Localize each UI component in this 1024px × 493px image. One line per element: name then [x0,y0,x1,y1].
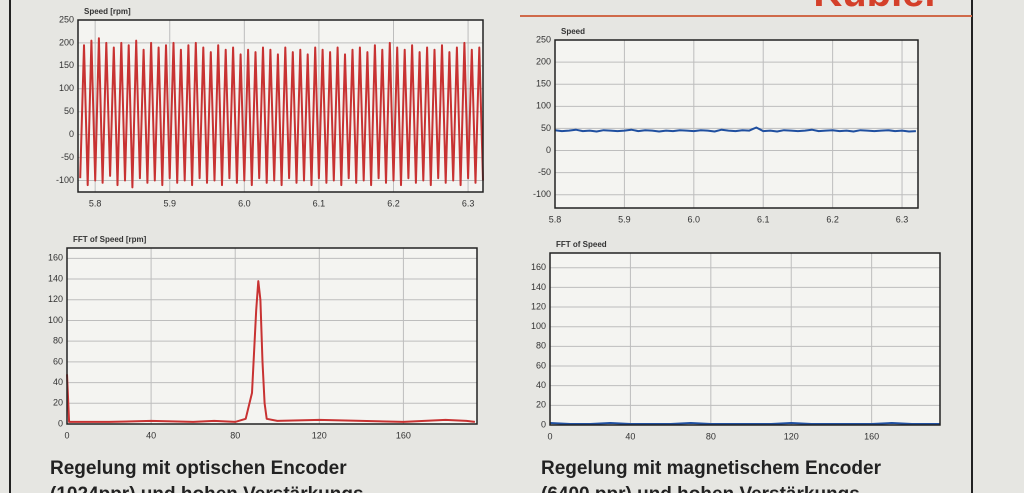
x-tick-label: 80 [706,431,716,441]
y-tick-label: 40 [536,380,546,390]
y-tick-label: 120 [48,294,63,304]
x-tick-label: 40 [146,430,156,440]
y-tick-label: -100 [56,175,74,185]
caption: Regelung mit magnetischem Encoder [541,458,882,479]
x-tick-label: 6.1 [313,198,326,208]
y-tick-label: 0 [546,145,551,155]
y-tick-label: 160 [48,253,63,263]
plot-frame [554,39,919,209]
plot-frame [66,247,478,425]
x-tick-label: 40 [625,431,635,441]
y-tick-label: 50 [541,123,551,133]
chart-title: FFT of Speed [rpm] [73,235,147,244]
x-tick-label: 120 [312,430,327,440]
y-tick-label: 120 [531,301,546,311]
caption: (1024ppr) und hohen Verstärkungs- [50,484,370,493]
y-tick-label: 100 [536,101,551,111]
y-tick-label: 0 [69,129,74,139]
x-tick-label: 6.3 [462,198,475,208]
y-tick-label: 100 [531,321,546,331]
x-tick-label: 6.1 [757,214,770,224]
x-tick-label: 80 [230,430,240,440]
plot-area [67,248,477,424]
data-line [79,37,484,189]
data-line [66,280,476,423]
plot-area [550,253,940,425]
y-tick-label: 250 [59,14,74,24]
y-tick-label: 150 [536,79,551,89]
y-tick-label: 100 [59,83,74,93]
x-tick-label: 120 [784,431,799,441]
y-tick-label: 80 [53,336,63,346]
data-line [549,422,940,425]
plot-frame [77,19,484,193]
y-tick-label: 0 [58,418,63,428]
y-tick-label: -50 [61,152,74,162]
y-tick-label: -50 [538,167,551,177]
chart-title: FFT of Speed [556,240,607,249]
x-tick-label: 6.0 [688,214,701,224]
y-tick-label: -100 [533,189,551,199]
plot-area [555,40,918,208]
logo: Kübler [813,0,940,15]
caption: Regelung mit optischen Encoder [50,458,347,479]
y-tick-label: 40 [53,377,63,387]
x-tick-label: 6.2 [826,214,839,224]
y-tick-label: 50 [64,106,74,116]
y-tick-label: 100 [48,315,63,325]
plot-frame [549,252,941,426]
x-tick-label: 0 [547,431,552,441]
y-tick-label: 250 [536,34,551,44]
y-tick-label: 60 [53,356,63,366]
y-tick-label: 140 [48,273,63,283]
chart-title: Speed [561,27,585,36]
x-tick-label: 5.9 [163,198,176,208]
y-tick-label: 0 [541,419,546,429]
y-tick-label: 200 [59,37,74,47]
y-tick-label: 200 [536,56,551,66]
x-tick-label: 5.8 [549,214,562,224]
x-tick-label: 6.3 [896,214,909,224]
x-tick-label: 5.9 [618,214,631,224]
y-tick-label: 80 [536,341,546,351]
y-tick-label: 150 [59,60,74,70]
x-tick-label: 0 [64,430,69,440]
y-tick-label: 140 [531,282,546,292]
caption: (6400 ppr) und hohen Verstärkungs- [541,484,866,493]
data-line [554,126,916,133]
y-tick-label: 20 [53,398,63,408]
x-tick-label: 160 [864,431,879,441]
y-tick-label: 60 [536,360,546,370]
x-tick-label: 6.2 [387,198,400,208]
chart-title: Speed [rpm] [84,7,131,16]
x-tick-label: 6.0 [238,198,251,208]
x-tick-label: 160 [396,430,411,440]
y-tick-label: 20 [536,400,546,410]
x-tick-label: 5.8 [89,198,102,208]
y-tick-label: 160 [531,262,546,272]
